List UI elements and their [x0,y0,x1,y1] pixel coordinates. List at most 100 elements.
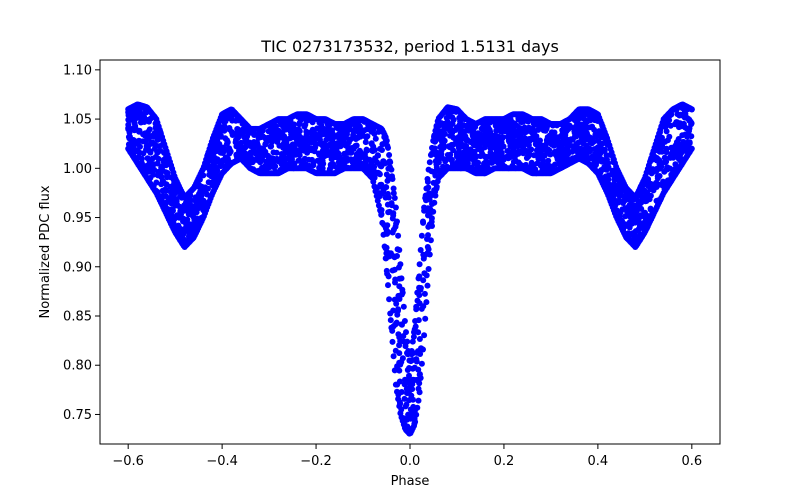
data-point [310,162,317,169]
data-point [663,166,670,173]
data-point [609,171,616,178]
data-point [455,149,462,156]
data-point [414,289,421,296]
data-point [545,157,552,164]
data-point [392,381,399,388]
data-point [221,123,228,130]
data-point [653,166,660,173]
data-point [475,146,482,152]
data-point [379,141,386,148]
data-point [628,198,635,205]
y-tick-label: 1.10 [63,63,92,78]
data-point [356,131,363,137]
data-point [654,173,661,180]
data-point [416,336,423,342]
data-point [595,143,602,150]
data-point [577,114,583,121]
data-point [172,199,179,206]
data-point [582,117,589,124]
data-point [404,338,411,345]
data-point [329,144,336,151]
data-point [375,202,382,209]
data-point [523,128,530,135]
data-point [415,275,422,282]
data-point [410,376,416,383]
data-point [398,389,405,395]
data-point [413,303,420,310]
y-tick-label: 0.80 [63,359,92,374]
data-point [559,154,566,161]
data-point [412,418,419,425]
data-point [356,147,363,154]
data-point [367,164,374,171]
data-point [457,140,464,147]
y-tick-label: 1.00 [63,162,92,177]
chart-title: TIC 0273173532, period 1.5131 days [260,37,559,56]
data-point [465,127,472,134]
data-point [416,389,423,396]
data-point [314,125,321,132]
data-point [400,303,407,310]
data-point [138,155,145,162]
data-point [149,155,156,162]
data-point [389,176,396,182]
data-point [411,329,417,336]
data-point [125,134,132,140]
data-point [430,137,437,144]
data-point [155,168,162,175]
y-tick-label: 0.75 [63,408,92,423]
data-point [194,197,201,204]
data-point [390,190,397,197]
data-point [272,126,278,133]
data-point [660,178,667,185]
data-point [320,144,327,150]
data-point [183,199,189,206]
data-point [449,160,456,167]
data-point [469,131,476,137]
data-point [423,185,430,192]
data-point [208,179,215,186]
data-point [642,198,649,205]
data-point [383,267,390,274]
data-point [180,229,187,236]
data-point [382,255,389,262]
data-point [198,192,205,199]
data-point [435,159,442,166]
data-point [403,401,410,408]
data-point [534,160,541,167]
data-point [243,139,250,146]
data-point [301,122,308,129]
data-point [334,140,341,147]
data-point [465,151,472,158]
data-point [172,190,179,197]
data-point [341,159,348,166]
data-point [423,299,430,306]
data-point [379,147,385,153]
data-point [407,406,414,413]
data-point [144,155,151,162]
data-point [452,127,459,133]
data-point [598,156,605,163]
data-point [395,232,402,239]
data-point [145,129,151,135]
data-point [583,143,590,150]
data-point [363,147,370,154]
data-point [417,375,424,381]
data-point [189,212,196,219]
data-point [386,296,393,303]
data-point [496,139,503,146]
data-point [377,207,384,214]
data-point [491,151,498,158]
data-point [251,132,258,138]
data-point [429,144,435,151]
data-point [509,124,515,131]
data-point [515,150,522,157]
data-point [250,146,257,153]
data-point [433,122,440,129]
data-point [412,318,419,324]
data-point [362,139,369,146]
data-point [642,193,649,200]
data-point [523,155,530,161]
data-point [159,177,166,184]
data-point [443,156,450,163]
